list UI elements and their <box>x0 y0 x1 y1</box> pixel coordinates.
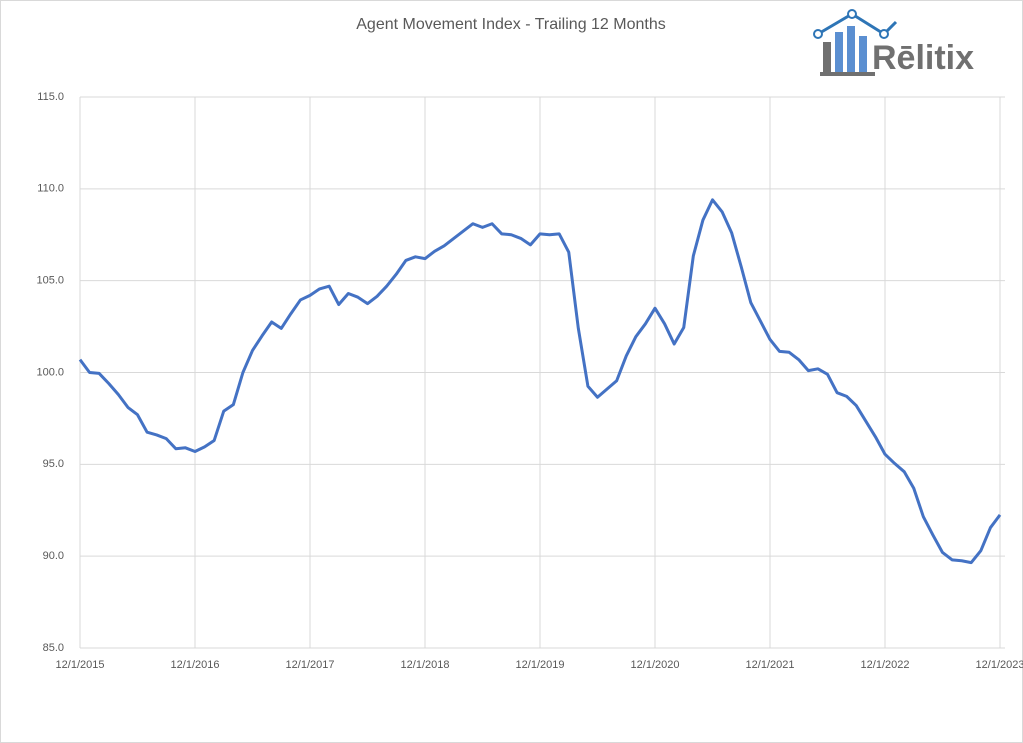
x-tick-label: 12/1/2020 <box>631 659 680 671</box>
x-tick-label: 12/1/2022 <box>861 659 910 671</box>
logo-bar <box>859 36 867 74</box>
logo: Rēlitix <box>813 9 974 77</box>
x-tick-label: 12/1/2015 <box>56 659 105 671</box>
chart-title: Agent Movement Index - Trailing 12 Month… <box>356 16 666 33</box>
y-tick-label: 90.0 <box>43 550 64 562</box>
y-tick-label: 115.0 <box>37 91 64 103</box>
x-tick-label: 12/1/2016 <box>171 659 220 671</box>
logo-dot <box>813 29 823 39</box>
logo-bar <box>835 32 843 74</box>
logo-trend <box>817 12 898 36</box>
x-tick-label: 12/1/2023 <box>976 659 1023 671</box>
y-tick-label: 110.0 <box>37 183 64 195</box>
logo-bar <box>847 26 855 74</box>
y-tick-label: 100.0 <box>36 366 64 378</box>
y-tick-label: 95.0 <box>43 458 64 470</box>
x-tick-label: 12/1/2018 <box>401 659 450 671</box>
y-tick-label: 105.0 <box>36 275 64 287</box>
x-tick-label: 12/1/2019 <box>516 659 565 671</box>
logo-dot <box>879 29 889 39</box>
logo-text: Rēlitix <box>872 39 974 77</box>
x-tick-label: 12/1/2021 <box>746 659 795 671</box>
logo-dot <box>847 9 857 19</box>
line <box>78 198 1002 565</box>
logo-base <box>820 72 875 76</box>
y-tick-label: 85.0 <box>43 642 64 654</box>
x-tick-label: 12/1/2017 <box>286 659 335 671</box>
logo-bar <box>823 42 831 74</box>
